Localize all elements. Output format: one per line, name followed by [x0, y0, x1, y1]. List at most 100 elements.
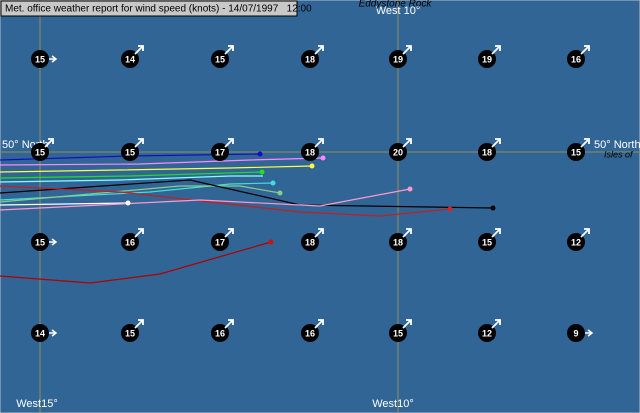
wind-arrow [580, 45, 590, 55]
track [0, 185, 281, 203]
station-dot [211, 143, 229, 161]
station-dot [478, 143, 496, 161]
wind-arrowhead [228, 138, 234, 144]
station: 15 [211, 45, 234, 68]
station: 14 [121, 45, 144, 68]
wind-speed: 9 [573, 328, 578, 338]
station: 16 [211, 319, 234, 342]
track [0, 175, 263, 183]
track [0, 157, 324, 166]
wind-arrow [314, 319, 324, 329]
wind-speed: 20 [393, 147, 403, 157]
station-dot [389, 233, 407, 251]
wind-speed: 14 [125, 54, 135, 64]
track-end [259, 169, 265, 175]
station: 16 [121, 228, 144, 251]
station: 18 [301, 228, 324, 251]
station: 15 [31, 50, 58, 68]
wind-arrow [44, 138, 54, 148]
track-ends [125, 151, 496, 245]
place-label: Eddystone Rock [359, 0, 433, 10]
wind-speed: 18 [393, 237, 403, 247]
station: 16 [567, 45, 590, 68]
station: 19 [478, 45, 501, 68]
station-dot [31, 324, 49, 342]
wind-arrowhead [51, 55, 58, 63]
wind-speed: 15 [571, 147, 581, 157]
station: 12 [478, 319, 501, 342]
station-dot [121, 233, 139, 251]
wind-arrow [224, 138, 234, 148]
track [0, 171, 263, 179]
wind-arrow [491, 45, 501, 55]
wind-arrow [134, 319, 144, 329]
track-end [447, 206, 453, 212]
wind-arrowhead [228, 228, 234, 234]
wind-arrowhead [318, 138, 324, 144]
station-dot [478, 50, 496, 68]
wind-arrowhead [228, 45, 234, 51]
station: 17 [211, 228, 234, 251]
track-end [270, 180, 276, 186]
wind-speed: 15 [215, 54, 225, 64]
wind-arrowhead [51, 329, 58, 337]
track-end [268, 239, 274, 245]
longitude-label: West 10° [376, 5, 421, 17]
wind-arrowhead [584, 45, 590, 51]
wind-arrowhead [495, 319, 501, 325]
station-dot [301, 50, 319, 68]
wind-arrow [134, 228, 144, 238]
station-dot [567, 324, 585, 342]
station: 15 [31, 233, 58, 251]
wind-arrowhead [406, 45, 412, 51]
wind-arrowhead [138, 138, 144, 144]
wind-arrow [402, 319, 412, 329]
station-dot [121, 143, 139, 161]
wind-arrow [314, 228, 324, 238]
wind-arrowhead [318, 228, 324, 234]
wind-arrow [224, 45, 234, 55]
wind-speed: 18 [305, 54, 315, 64]
wind-speed: 15 [35, 54, 45, 64]
wind-arrow [402, 228, 412, 238]
wind-speed: 16 [215, 328, 225, 338]
wind-arrowhead [406, 319, 412, 325]
station-dot [31, 233, 49, 251]
wind-arrow [224, 319, 234, 329]
wind-speed: 18 [305, 147, 315, 157]
wind-speed: 15 [125, 147, 135, 157]
wind-speed: 15 [35, 147, 45, 157]
wind-arrowhead [406, 138, 412, 144]
track-end [407, 186, 413, 192]
station-dot [121, 324, 139, 342]
station: 17 [211, 138, 234, 161]
place-label: Isles of [604, 149, 634, 159]
station-dot [301, 324, 319, 342]
track-end [257, 151, 263, 157]
wind-speed: 15 [125, 328, 135, 338]
station-dot [389, 324, 407, 342]
wind-speed: 15 [482, 237, 492, 247]
wind-arrow [580, 228, 590, 238]
wind-arrowhead [138, 45, 144, 51]
wind-speed: 18 [482, 147, 492, 157]
track-end [490, 205, 496, 211]
wind-speed: 17 [215, 237, 225, 247]
wind-arrow [491, 138, 501, 148]
latitude-label: 50° North [594, 139, 640, 151]
wind-arrowhead [318, 319, 324, 325]
wind-arrow [491, 319, 501, 329]
wind-arrowhead [406, 228, 412, 234]
station: 18 [301, 138, 324, 161]
wind-arrowhead [495, 138, 501, 144]
station-dot [121, 50, 139, 68]
tracks [0, 153, 494, 284]
station: 15 [121, 138, 144, 161]
station: 20 [389, 138, 412, 161]
wind-speed: 16 [571, 54, 581, 64]
station: 18 [389, 228, 412, 251]
wind-arrow [134, 138, 144, 148]
wind-arrow [491, 228, 501, 238]
station: 18 [478, 138, 501, 161]
